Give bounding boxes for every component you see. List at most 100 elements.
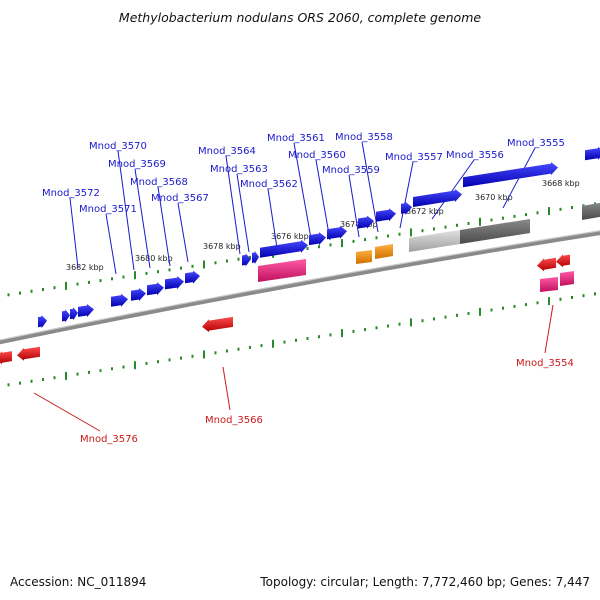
minor-tick xyxy=(145,361,148,365)
forward-gene-arrow[interactable] xyxy=(242,253,251,267)
minor-tick xyxy=(559,297,562,301)
major-tick xyxy=(341,329,343,338)
minor-tick xyxy=(490,218,493,222)
minor-tick xyxy=(456,313,458,317)
minor-tick xyxy=(329,243,332,247)
gene-label-mnod-3570[interactable]: Mnod_3570 xyxy=(89,141,147,152)
gene-label-mnod-3560[interactable]: Mnod_3560 xyxy=(288,150,346,161)
minor-tick xyxy=(352,239,355,243)
minor-tick xyxy=(387,324,389,328)
minor-tick xyxy=(76,282,79,286)
gene-label-mnod-3568[interactable]: Mnod_3568 xyxy=(130,177,188,188)
minor-tick xyxy=(19,291,21,295)
forward-leader-lines xyxy=(69,141,536,275)
forward-gene-arrow[interactable] xyxy=(78,304,94,317)
major-tick xyxy=(203,260,205,269)
minor-tick xyxy=(226,259,228,263)
forward-gene-arrow[interactable] xyxy=(376,208,396,222)
minor-tick xyxy=(191,264,194,268)
feature-pink[interactable] xyxy=(560,271,574,286)
forward-gene-arrow[interactable] xyxy=(463,162,558,188)
minor-tick xyxy=(237,257,240,261)
gene-label-mnod-3567[interactable]: Mnod_3567 xyxy=(151,193,209,204)
gene-label-mnod-3563[interactable]: Mnod_3563 xyxy=(210,164,268,175)
forward-gene-arrow[interactable] xyxy=(147,282,164,296)
reverse-gene-arrow[interactable] xyxy=(556,254,570,268)
feature-gray-dark[interactable] xyxy=(460,219,530,244)
reverse-gene-arrow[interactable] xyxy=(0,351,12,365)
minor-tick xyxy=(467,312,470,315)
minor-tick xyxy=(30,289,33,293)
gene-label-mnod-3566[interactable]: Mnod_3566 xyxy=(205,415,263,426)
feature-gray-light[interactable] xyxy=(409,230,460,252)
gene-label-mnod-3554[interactable]: Mnod_3554 xyxy=(516,358,574,369)
forward-gene-arrow[interactable] xyxy=(252,251,259,264)
forward-gene-arrow[interactable] xyxy=(38,315,47,329)
gene-label-mnod-3576[interactable]: Mnod_3576 xyxy=(80,434,138,445)
reverse-gene-arrow[interactable] xyxy=(537,257,556,272)
genome-backbone-highlight xyxy=(0,230,600,341)
forward-gene-arrow[interactable] xyxy=(327,225,347,240)
gene-label-mnod-3556[interactable]: Mnod_3556 xyxy=(446,150,504,161)
feature-orange[interactable] xyxy=(375,244,393,259)
minor-tick xyxy=(88,370,90,374)
gene-label-mnod-3571[interactable]: Mnod_3571 xyxy=(79,204,137,215)
gene-label-mnod-3558[interactable]: Mnod_3558 xyxy=(335,132,393,143)
scale-label: 3670 kbp xyxy=(475,193,513,202)
forward-gene-arrow[interactable] xyxy=(70,307,78,321)
feature-pink[interactable] xyxy=(258,259,306,282)
minor-tick xyxy=(76,372,79,376)
minor-tick xyxy=(7,383,10,387)
minor-tick xyxy=(180,356,182,360)
minor-tick xyxy=(364,238,366,242)
minor-tick xyxy=(582,204,585,208)
reverse-gene-arrow[interactable] xyxy=(202,316,233,333)
major-tick xyxy=(341,239,343,248)
forward-gene-arrow[interactable] xyxy=(185,270,200,284)
gene-label-mnod-3572[interactable]: Mnod_3572 xyxy=(42,188,100,199)
minor-tick xyxy=(168,358,171,362)
gene-label-mnod-3569[interactable]: Mnod_3569 xyxy=(108,159,166,170)
gene-label-mnod-3561[interactable]: Mnod_3561 xyxy=(267,133,325,144)
forward-gene-arrow[interactable] xyxy=(413,189,462,207)
gene-label-mnod-3555[interactable]: Mnod_3555 xyxy=(507,138,565,149)
minor-tick xyxy=(168,268,171,272)
minor-tick xyxy=(157,360,159,364)
minor-tick xyxy=(306,247,309,250)
gene-label-mnod-3557[interactable]: Mnod_3557 xyxy=(385,152,443,163)
minor-tick xyxy=(237,347,240,351)
feature-orange[interactable] xyxy=(356,250,372,264)
minor-tick xyxy=(387,234,389,238)
minor-tick xyxy=(122,365,125,369)
forward-gene-arrow[interactable] xyxy=(131,288,146,301)
minor-tick xyxy=(559,207,562,211)
forward-gene-arrow[interactable] xyxy=(358,215,374,229)
minor-tick xyxy=(467,222,470,225)
major-tick xyxy=(65,371,67,380)
scale-label: 3678 kbp xyxy=(203,242,241,251)
minor-tick xyxy=(180,266,182,270)
forward-gene-arrow[interactable] xyxy=(585,146,600,161)
forward-gene-arrow[interactable] xyxy=(62,309,70,323)
forward-gene-arrow[interactable] xyxy=(309,232,326,246)
minor-tick xyxy=(421,229,424,233)
forward-gene-arrow[interactable] xyxy=(111,293,128,307)
forward-gene-arrow[interactable] xyxy=(260,239,308,258)
minor-tick xyxy=(571,206,573,209)
minor-tick xyxy=(421,319,424,323)
minor-tick xyxy=(502,216,504,220)
forward-gene-arrow[interactable] xyxy=(401,201,412,215)
forward-gene-arrow[interactable] xyxy=(165,276,184,290)
gene-label-mnod-3562[interactable]: Mnod_3562 xyxy=(240,179,298,190)
minor-tick xyxy=(433,317,435,321)
feature-pink[interactable] xyxy=(540,277,558,292)
feature-gray-dark-right[interactable] xyxy=(582,202,600,220)
major-tick xyxy=(272,339,274,348)
scale-label: 3682 kbp xyxy=(66,263,104,272)
reverse-gene-arrow[interactable] xyxy=(17,346,40,361)
feature-blocks xyxy=(258,202,600,292)
major-tick xyxy=(479,217,481,226)
gene-label-mnod-3559[interactable]: Mnod_3559 xyxy=(322,165,380,176)
gene-label-mnod-3564[interactable]: Mnod_3564 xyxy=(198,146,256,157)
